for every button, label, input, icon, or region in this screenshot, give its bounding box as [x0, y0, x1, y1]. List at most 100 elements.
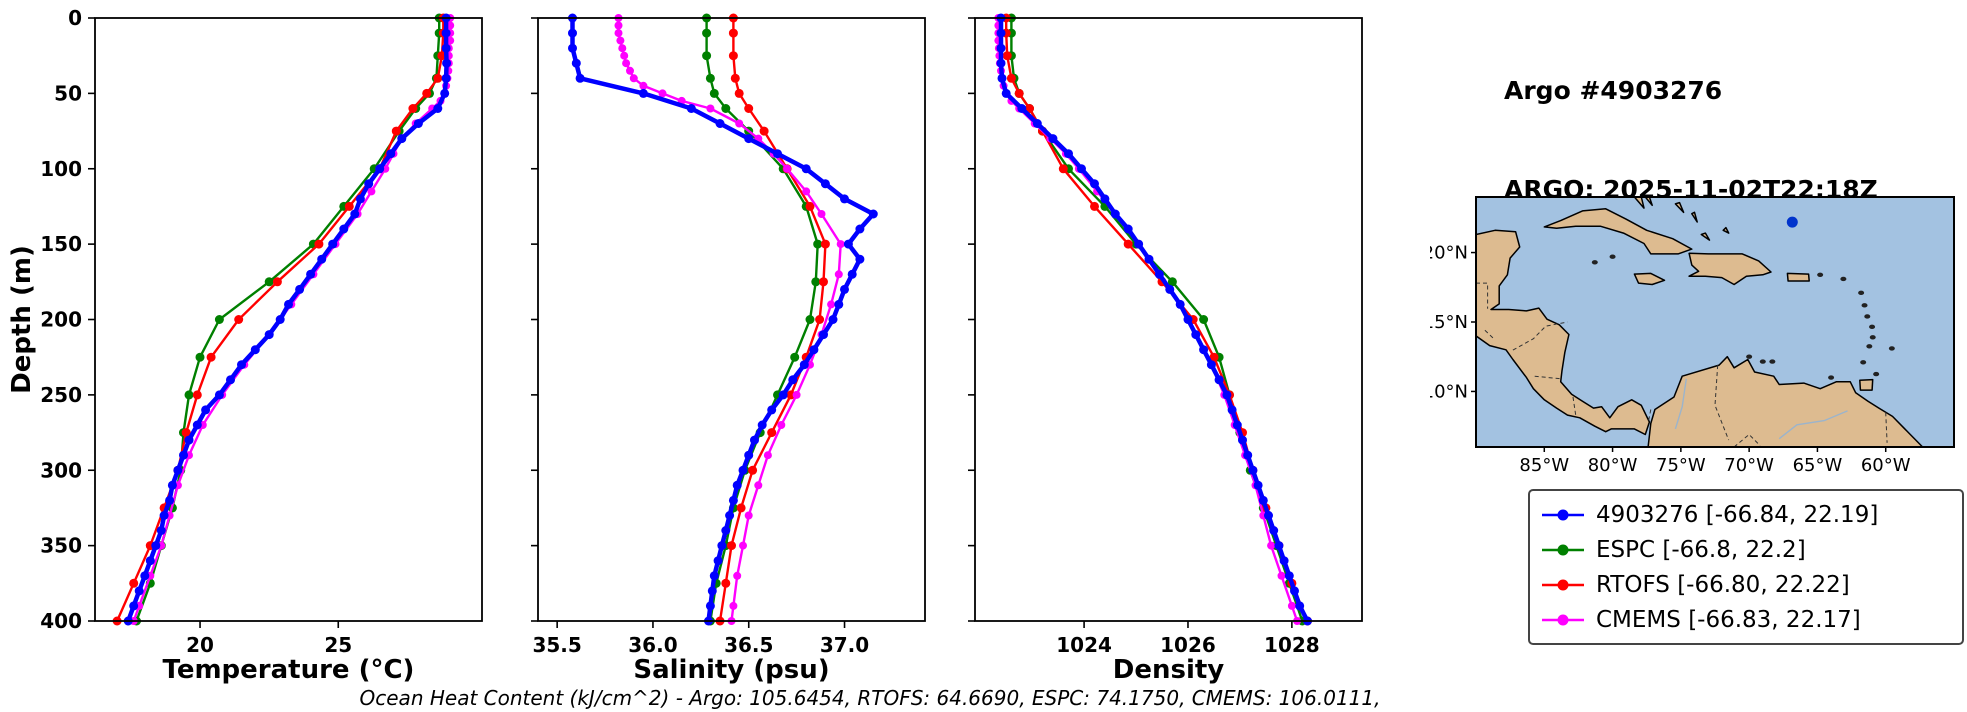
y-tick-label: 100: [40, 157, 82, 181]
series-markers-CMEMS: [994, 14, 1302, 625]
x-tick-label: 36.0: [628, 633, 677, 657]
small-island: [1817, 272, 1824, 277]
profile-charts: 20 25050100150200250300350400Temperature …: [7, 6, 1363, 685]
small-island: [1746, 354, 1753, 359]
series-line-ESPC: [1010, 18, 1304, 622]
y-tick-label: 250: [40, 383, 82, 407]
landmass: [1647, 355, 1954, 447]
ohc-caption: Ocean Heat Content (kJ/cm^2) - Argo: 105…: [359, 686, 1381, 710]
small-island: [1759, 359, 1766, 364]
legend-line-marker-icon: [1540, 542, 1586, 558]
small-island: [1858, 290, 1865, 296]
country-border: [1647, 409, 1652, 424]
landmass: [1674, 201, 1685, 214]
axes-frame: [94, 17, 483, 622]
river: [1778, 410, 1848, 440]
series-markers-CMEMS: [129, 14, 455, 625]
series-line-ESPC: [135, 18, 441, 622]
x-axis-label-temperature: Temperature (°C): [163, 655, 415, 685]
series-markers-4903276: [996, 13, 1312, 626]
map-legend: 4903276 [-66.84, 22.19] ESPC [-66.8, 22.2…: [1528, 489, 1964, 645]
small-island: [1869, 335, 1876, 340]
chart-temperature: 20 25050100150200250300350400Temperature …: [40, 6, 483, 685]
x-tick-label: 35.5: [532, 633, 581, 657]
small-island: [1873, 371, 1880, 377]
chart-density: 1024 1026 1028 Density: [968, 13, 1363, 685]
y-tick-label: 0: [68, 6, 82, 30]
legend-label: ESPC [-66.8, 22.2]: [1596, 536, 1806, 563]
x-tick-label: 25: [324, 633, 352, 657]
landmass: [1700, 232, 1711, 241]
location-map: 85°W 80°W 75°W 70°W 65°W 60°W 10°N 15°N 20°N: [1430, 196, 1955, 476]
series-line-4903276: [998, 18, 1310, 623]
landmass: [1633, 272, 1666, 286]
country-border: [1572, 396, 1577, 416]
legend-label: RTOFS [-66.80, 22.22]: [1596, 571, 1850, 598]
axes-frame: [974, 17, 1363, 622]
map-lon-label: 80°W: [1588, 455, 1638, 476]
landmass: [1691, 211, 1698, 223]
landmass: [1859, 378, 1874, 391]
map-lat-label: 10°N: [1430, 381, 1468, 402]
y-tick-label: 350: [40, 534, 82, 558]
country-border: [1733, 433, 1761, 447]
landmass: [1688, 252, 1772, 286]
landmass: [1786, 272, 1810, 282]
axes-frame: [537, 17, 926, 622]
x-tick-label: 1026: [1160, 633, 1216, 657]
x-tick-label: 36.5: [724, 633, 773, 657]
small-island: [1864, 314, 1871, 319]
float-position-marker: [1786, 216, 1798, 228]
x-axis-label-salinity: Salinity (psu): [633, 655, 829, 685]
x-tick-label: 1024: [1056, 633, 1112, 657]
small-island: [1869, 324, 1876, 330]
legend-entry-4903276: 4903276 [-66.84, 22.19]: [1540, 497, 1952, 532]
legend-line-marker-icon: [1540, 507, 1586, 523]
landmass: [1543, 208, 1693, 255]
y-tick-label: 400: [40, 609, 82, 633]
map-lon-label: 85°W: [1519, 455, 1569, 476]
y-tick-label: 300: [40, 458, 82, 482]
map-lon-label: 70°W: [1724, 455, 1774, 476]
small-island: [1860, 360, 1867, 365]
series-markers-ESPC: [1006, 13, 1307, 626]
legend-label: CMEMS [-66.83, 22.17]: [1596, 606, 1861, 633]
country-border: [1534, 375, 1563, 380]
river: [1674, 378, 1687, 430]
x-tick-label: 1028: [1264, 633, 1320, 657]
small-island: [1769, 359, 1776, 364]
landmass: [1633, 197, 1645, 209]
page-title: Argo #4903276: [1504, 76, 1723, 105]
y-tick-label: 50: [54, 81, 82, 105]
small-island: [1888, 346, 1895, 351]
country-border: [1484, 329, 1495, 340]
landmass: [1476, 229, 1651, 436]
small-island: [1591, 260, 1598, 265]
landmass: [1722, 226, 1730, 234]
x-axis-label-density: Density: [1113, 655, 1225, 685]
legend-entry-CMEMS: CMEMS [-66.83, 22.17]: [1540, 602, 1952, 637]
legend-line-marker-icon: [1540, 577, 1586, 593]
landmass: [1644, 197, 1653, 207]
series-line-CMEMS: [997, 18, 1299, 622]
legend-label: 4903276 [-66.84, 22.19]: [1596, 501, 1879, 528]
map-land-layer: [1476, 197, 1954, 447]
y-axis-label: Depth (m): [7, 245, 37, 394]
series-line-CMEMS: [132, 18, 452, 622]
y-tick-label: 200: [40, 308, 82, 332]
small-island: [1840, 276, 1847, 282]
country-border: [1714, 365, 1730, 441]
map-lon-label: 65°W: [1793, 455, 1843, 476]
map-lat-label: 15°N: [1430, 312, 1468, 333]
small-island: [1828, 375, 1835, 380]
map-lat-label: 20°N: [1430, 243, 1468, 264]
series-line-4903276: [126, 18, 449, 622]
series-markers-4903276: [123, 13, 452, 626]
legend-line-marker-icon: [1540, 612, 1586, 628]
legend-entry-RTOFS: RTOFS [-66.80, 22.22]: [1540, 567, 1952, 602]
map-lon-label: 60°W: [1861, 455, 1911, 476]
small-island: [1866, 344, 1873, 349]
series-line-RTOFS: [1005, 18, 1309, 622]
